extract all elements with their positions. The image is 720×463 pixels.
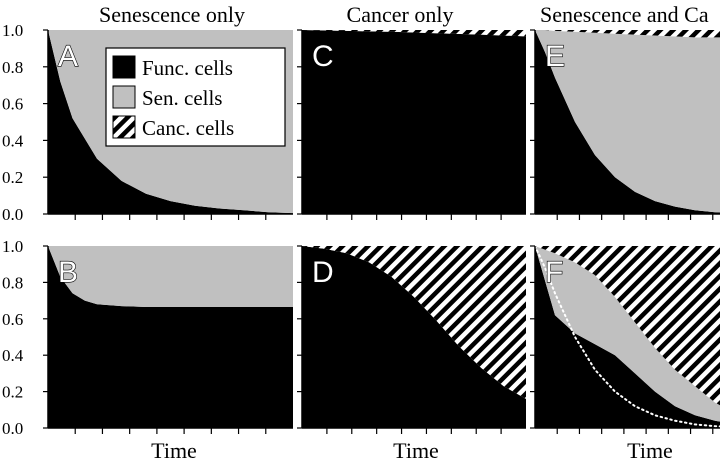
legend-swatch-functional [112,55,136,79]
area-b-functional [48,246,293,428]
area-c-functional [302,30,526,214]
panel-f: F [530,245,720,434]
area-a-functional [48,30,293,214]
area-b-senescent [48,246,293,307]
legend-label-cancer: Canc. cells [142,116,234,140]
xlabel-panel-b: Time [151,438,197,463]
xlabel-panel-f: Time [627,438,673,463]
area-f-cancer [535,246,720,406]
area-d-cancer [302,246,526,399]
title-panel-c: Cancer only [347,2,454,27]
area-e-senescent [535,30,720,213]
panel-b: B [43,245,293,434]
panel-d: D [297,245,526,434]
y-tick-label: 0.6 [2,310,23,329]
panel-c: C [297,29,526,220]
area-e-functional [535,30,720,214]
area-f-senescent [535,246,720,422]
y-tick-label: 1.0 [2,21,23,40]
legend-label-senescent: Sen. cells [142,86,222,110]
panel-letter-d: D [312,256,334,289]
panel-letter-c: C [312,40,334,73]
legend-box [105,47,286,147]
area-c-cancer [302,30,526,37]
area-f-functional [535,246,720,428]
legend-swatch-cancer [112,115,136,139]
panel-letter-a: A [58,40,78,73]
y-tick-labels: 1.0 0.8 0.6 0.4 0.2 0.0 1.0 0.8 0.6 0.4 0.2 0.0 [2,21,24,438]
y-tick-label: 0.4 [2,131,24,150]
y-tick-label: 0.2 [2,383,23,402]
legend-swatch-senescent [112,85,136,109]
y-tick-label: 1.0 [2,237,23,256]
title-panel-a: Senescence only [99,2,245,27]
reference-line-f [534,245,720,428]
panel-letter-f: F [545,256,563,289]
panel-letter-b: B [58,256,78,289]
xlabel-panel-d: Time [393,438,439,463]
y-tick-label: 0.0 [2,205,23,224]
y-tick-label: 0.2 [2,168,23,187]
legend-label-functional: Func. cells [142,56,233,80]
panel-e: E [530,29,720,220]
title-panel-e: Senescence and Ca [540,2,709,27]
panels: A B C D E F [43,29,720,434]
legend: Func. cells Sen. cells Canc. cells [105,47,286,147]
area-d-functional [302,246,526,428]
y-tick-label: 0.4 [2,346,24,365]
y-tick-label: 0.8 [2,273,23,292]
y-tick-label: 0.0 [2,419,23,438]
panel-letter-e: E [545,40,565,73]
y-tick-label: 0.6 [2,95,23,114]
area-e-cancer [535,30,720,38]
y-tick-label: 0.8 [2,58,23,77]
